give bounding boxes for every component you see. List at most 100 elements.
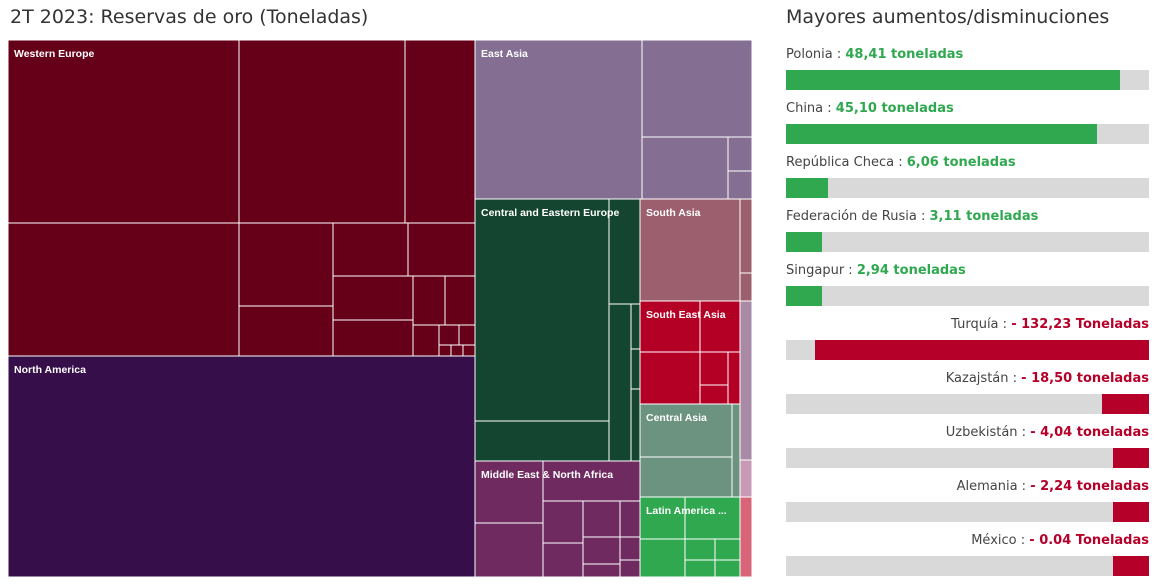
treemap-tile	[474, 420, 610, 462]
increase-bar	[786, 178, 828, 198]
treemap-tile	[684, 496, 741, 540]
change-row: Turquía : - 132,23 Toneladas	[786, 316, 1149, 360]
treemap-region-label: North America	[14, 364, 86, 376]
treemap-tile	[238, 305, 334, 357]
label-separator: :	[832, 47, 846, 62]
treemap-tile	[412, 324, 440, 357]
country-name: Turquía	[951, 317, 999, 332]
treemap-tile	[619, 536, 641, 561]
treemap-tile	[739, 496, 752, 577]
treemap-tile	[238, 40, 406, 224]
treemap-tile	[332, 275, 414, 321]
treemap-tile	[582, 536, 621, 565]
country-name: Alemania	[956, 479, 1018, 494]
change-label: Turquía : - 132,23 Toneladas	[786, 316, 1149, 334]
treemap-region-label: Central and Eastern Europe	[481, 207, 619, 219]
change-label: Kazajstán : - 18,50 toneladas	[786, 370, 1149, 388]
country-name: Federación de Rusia	[786, 209, 917, 224]
treemap-region-label: South Asia	[646, 207, 701, 219]
change-value: 45,10 toneladas	[835, 101, 954, 116]
treemap-tile	[619, 500, 641, 538]
treemap-region-south-asia	[639, 198, 741, 302]
bar-track	[786, 556, 1149, 576]
change-value: - 18,50 toneladas	[1021, 371, 1149, 386]
change-label: China : 45,10 toneladas	[786, 100, 1149, 118]
change-row: China : 45,10 toneladas	[786, 100, 1149, 144]
treemap-tile	[639, 351, 701, 405]
treemap-tile	[739, 198, 752, 274]
treemap-title: 2T 2023: Reservas de oro (Toneladas)	[10, 6, 369, 28]
treemap-tile	[639, 403, 741, 458]
bar-track	[786, 340, 1149, 360]
treemap-tile	[739, 300, 752, 461]
treemap-tile	[739, 272, 752, 302]
treemap-region-label: Latin America ...	[646, 505, 727, 517]
change-row: Uzbekistán : - 4,04 toneladas	[786, 424, 1149, 468]
bar-track	[786, 286, 1149, 306]
treemap-tile	[8, 222, 240, 357]
increase-bar	[786, 232, 822, 252]
treemap-tile	[731, 403, 741, 498]
treemap-tile	[474, 198, 610, 422]
treemap-tile	[412, 275, 446, 326]
change-value: - 4,04 toneladas	[1030, 425, 1149, 440]
country-name: China	[786, 101, 824, 116]
treemap-tile	[639, 456, 741, 498]
country-name: Uzbekistán	[945, 425, 1018, 440]
change-value: 2,94 toneladas	[856, 263, 966, 278]
treemap-tile	[474, 40, 643, 200]
treemap-tile	[8, 40, 240, 224]
change-row: República Checa : 6,06 toneladas	[786, 154, 1149, 198]
decrease-bar	[1113, 448, 1149, 468]
treemap-chart: Western Europe North America East Asia Cent…	[8, 40, 752, 577]
treemap-tile	[542, 542, 584, 577]
label-separator: :	[998, 317, 1012, 332]
change-label: Federación de Rusia : 3,11 toneladas	[786, 208, 1149, 226]
treemap-region-label: Central Asia	[646, 412, 707, 424]
change-value: 48,41 toneladas	[845, 47, 964, 62]
treemap-tile	[332, 319, 414, 357]
label-separator: :	[1017, 479, 1031, 494]
treemap-tile	[542, 500, 584, 544]
treemap-tile	[727, 170, 752, 200]
changes-title: Mayores aumentos/disminuciones	[786, 6, 1110, 28]
change-row: Polonia : 48,41 toneladas	[786, 46, 1149, 90]
bar-track	[786, 394, 1149, 414]
treemap-tile	[474, 522, 544, 577]
treemap-tile	[684, 559, 716, 577]
change-value: - 2,24 toneladas	[1030, 479, 1149, 494]
treemap-tile	[630, 303, 641, 350]
increase-bar	[786, 70, 1120, 90]
change-label: Polonia : 48,41 toneladas	[786, 46, 1149, 64]
change-label: México : - 0.04 Toneladas	[786, 532, 1149, 550]
change-value: 6,06 toneladas	[906, 155, 1016, 170]
change-row: Federación de Rusia : 3,11 toneladas	[786, 208, 1149, 252]
treemap-tile	[630, 348, 641, 390]
treemap-tile	[404, 40, 476, 224]
label-separator: :	[844, 263, 857, 278]
label-separator: :	[1016, 533, 1030, 548]
treemap-tile	[582, 563, 621, 577]
label-separator: :	[1017, 425, 1031, 440]
country-name: México	[971, 533, 1017, 548]
treemap-tile	[641, 40, 752, 138]
label-separator: :	[916, 209, 930, 224]
decrease-bar	[1113, 556, 1149, 576]
label-separator: :	[894, 155, 907, 170]
treemap-tile	[641, 136, 729, 200]
treemap-tile	[619, 559, 641, 577]
treemap-tile	[714, 559, 741, 577]
decrease-bar	[1102, 394, 1149, 414]
treemap-tile	[444, 275, 476, 326]
treemap-tile	[699, 384, 729, 405]
treemap-region-label: Western Europe	[14, 48, 94, 60]
change-value: - 132,23 Toneladas	[1011, 317, 1149, 332]
treemap-tile	[684, 538, 716, 561]
treemap-region-label: Middle East & North Africa	[481, 469, 613, 481]
treemap-tile	[238, 222, 334, 307]
treemap-tile	[608, 198, 641, 305]
increase-bar	[786, 286, 822, 306]
treemap-tile	[739, 459, 752, 498]
bar-track	[786, 502, 1149, 522]
change-row: Singapur : 2,94 toneladas	[786, 262, 1149, 306]
